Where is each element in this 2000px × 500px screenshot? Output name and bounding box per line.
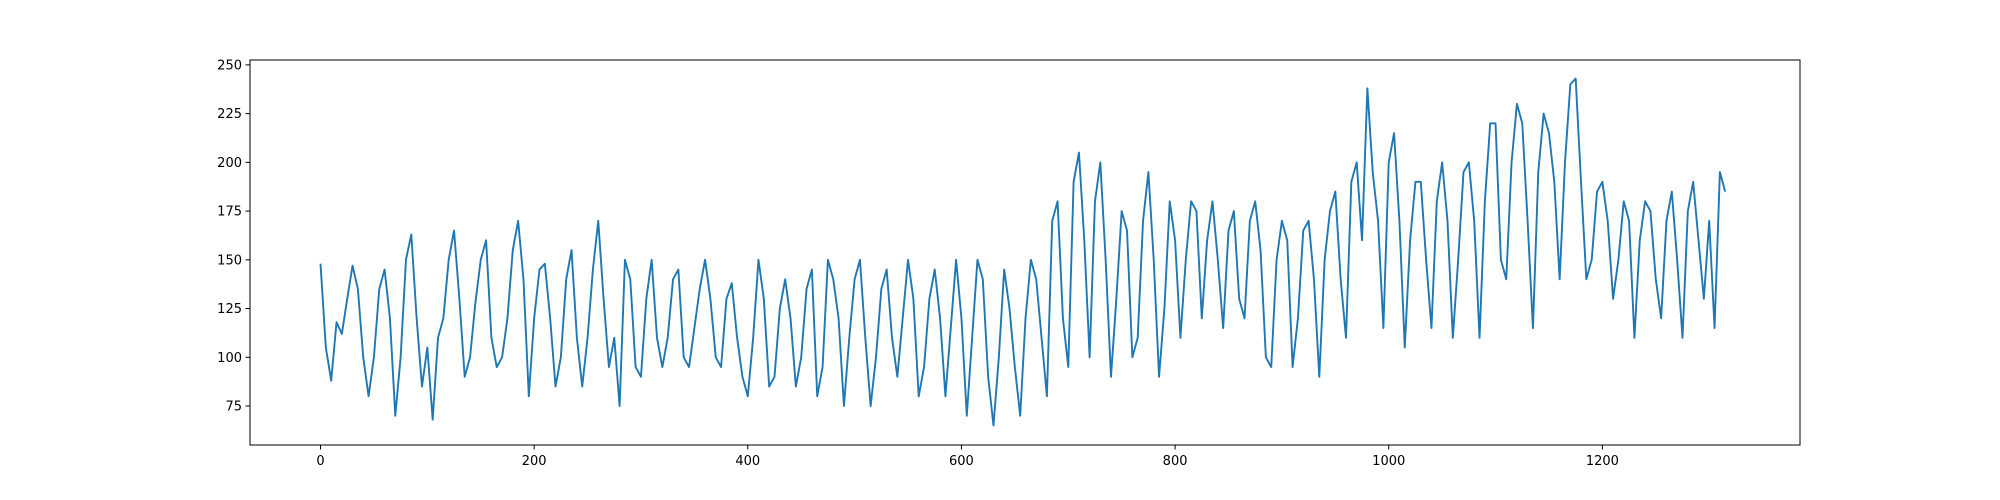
data-line	[319, 77, 1727, 427]
x-tick-label: 1000	[1372, 454, 1405, 469]
x-tick-label: 800	[1163, 454, 1188, 469]
y-tick-label: 250	[217, 58, 242, 73]
y-tick-label: 225	[217, 107, 242, 122]
y-tick-label: 75	[225, 400, 242, 415]
y-tick-label: 125	[217, 302, 242, 317]
y-tick-label: 200	[217, 156, 242, 171]
y-tick-label: 175	[217, 205, 242, 220]
plot-frame	[249, 59, 1801, 446]
y-tick-label: 100	[217, 351, 242, 366]
y-tick-label: 150	[217, 253, 242, 268]
x-tick-label: 1200	[1586, 454, 1619, 469]
x-tick-label: 200	[522, 454, 547, 469]
x-tick-label: 600	[949, 454, 974, 469]
x-tick-label: 400	[735, 454, 760, 469]
x-tick-label: 0	[316, 454, 324, 469]
